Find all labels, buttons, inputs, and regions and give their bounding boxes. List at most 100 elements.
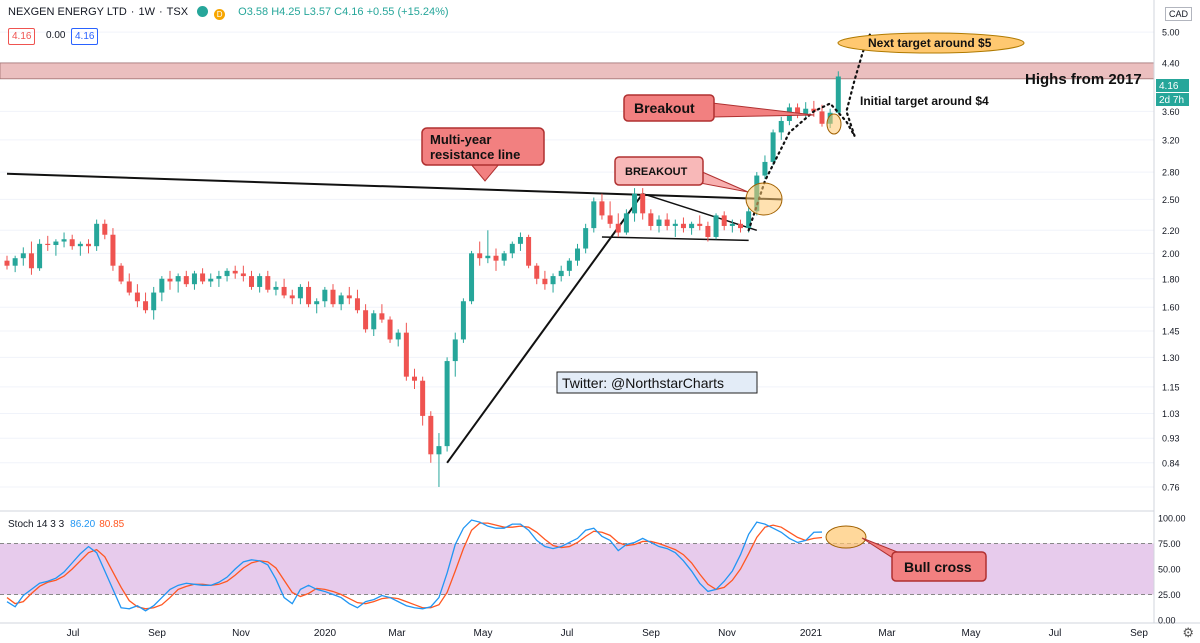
candle [566,258,572,277]
breakout-callout [623,94,715,122]
flag-lower-line [601,236,749,242]
candle-body [452,339,458,362]
time-tick-label: 2020 [314,628,337,639]
candle [134,284,140,308]
ask-price[interactable]: 4.16 [71,28,99,45]
price-tick-label: 1.15 [1162,382,1180,392]
candle [575,243,580,266]
candle [61,232,67,248]
candle-body [183,276,189,285]
candle [240,265,246,282]
candle-body [460,301,466,340]
candle-body [94,223,100,247]
candle [102,219,108,240]
candle-body [648,213,654,226]
candle-body [151,292,157,311]
stoch-name: Stoch 14 3 3 [8,519,65,530]
candle [4,255,10,270]
candle [770,129,776,166]
price-tick-label: 3.20 [1162,135,1180,145]
candle [713,213,719,240]
candle [37,239,43,271]
candle-body [542,278,548,285]
candle-body [721,215,727,226]
candle-body [175,276,181,282]
candle-body [485,255,491,259]
candle [12,255,18,273]
candle-body [28,253,34,269]
candle-body [37,243,43,269]
candle-body [526,236,532,266]
candle [86,239,91,254]
interval[interactable]: 1W [138,6,155,18]
resistance-callout [421,127,545,166]
time-tick-label: Jul [561,628,574,639]
candle [387,316,393,343]
time-tick-label: Jul [1049,628,1062,639]
candle [354,289,360,314]
candle-body [77,243,83,247]
bull-cross-callout [891,551,987,582]
candle-body [12,258,18,266]
candle [330,284,336,308]
candle-body [444,361,450,447]
candle [379,304,385,323]
candle-body [803,108,809,115]
candle [412,368,417,390]
stoch-tick-label: 100.00 [1158,514,1186,524]
candle-body [395,332,401,340]
candle [224,268,230,282]
candle [20,247,26,266]
candle-body [306,286,312,305]
candle [803,102,809,120]
candle [110,228,116,271]
candle-body [672,223,678,226]
time-axis: Jul Sep Nov 2020 Mar May Jul Sep Nov 2021 Mar May Ju… [67,628,1149,639]
candle-body [403,332,409,377]
gear-icon[interactable]: ⚙ [1182,625,1194,640]
candle [183,270,189,287]
candle-body [770,132,776,162]
candle-body [134,292,140,302]
time-tick-label: May [962,628,981,639]
candle-body [354,298,360,311]
price-tick-label: 1.60 [1162,303,1180,313]
candle-body [680,223,686,229]
candle-body [322,289,328,302]
candle [705,221,711,242]
candle-body [167,278,173,282]
bid-price[interactable]: 4.16 [8,28,36,45]
candle [697,215,703,231]
candle [550,273,556,293]
highs-label: Highs from 2017 [1025,71,1142,88]
initial-target-label: Initial target around $4 [860,94,989,108]
stoch-legend: Stoch 14 3 3 86.20 80.85 [8,519,124,530]
candle-body [615,223,621,233]
time-tick-label: Sep [1130,628,1148,639]
stoch-d-value: 80.85 [99,519,125,530]
candle-body [346,295,352,299]
price-tick-label: 2.80 [1162,168,1180,178]
candle-body [143,301,149,311]
candle-body [469,253,475,302]
stoch-tick-label: 0.00 [1158,616,1176,626]
candle [452,332,458,377]
candle [591,197,597,233]
candle [444,357,450,452]
stoch-d-line [6,522,823,610]
time-tick-label: Mar [388,628,406,639]
time-tick-label: Sep [642,628,660,639]
stoch-k-value: 86.20 [70,519,96,530]
currency-label[interactable]: CAD [1164,7,1192,21]
candle [371,310,377,337]
candle [721,211,727,231]
candle-body [110,234,116,266]
symbol-name[interactable]: NEXGEN ENERGY LTD [8,6,127,18]
candle-body [265,276,271,290]
candle-body [86,243,91,247]
candle-body [379,313,385,320]
candle-body [689,223,695,229]
candle [126,273,132,296]
candle [493,248,499,271]
